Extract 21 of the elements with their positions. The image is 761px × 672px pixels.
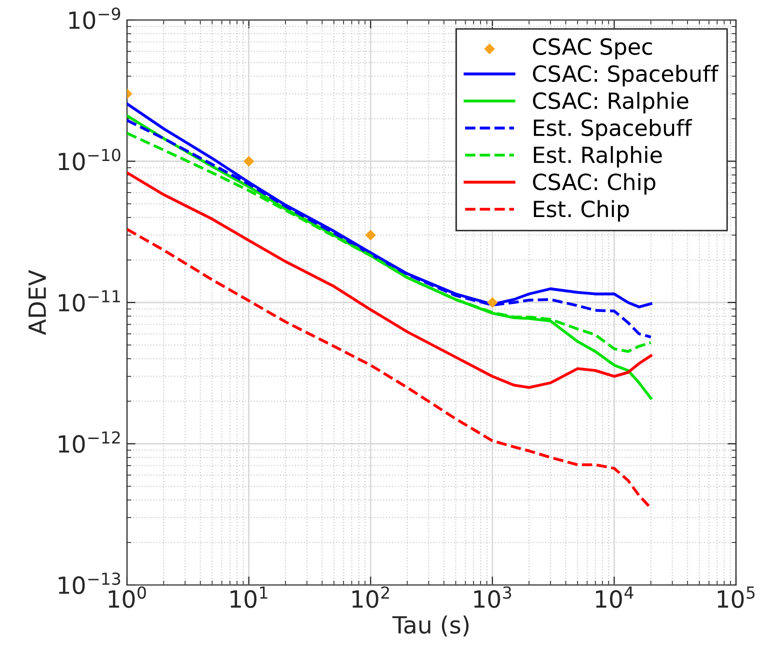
legend-label: CSAC: Spacebuff	[532, 64, 719, 86]
x-tick-label: 10$^{3}$	[474, 586, 512, 608]
point	[243, 156, 254, 167]
legend-label: CSAC: Chip	[532, 173, 656, 195]
y-tick-label: 10$^{−11}$	[58, 290, 120, 312]
x-axis-title: Tau (s)	[392, 616, 469, 637]
x-tick-label: 10$^{4}$	[596, 586, 634, 608]
x-tick-label: 10$^{1}$	[230, 586, 268, 608]
legend-label: CSAC: Ralphie	[532, 92, 688, 114]
legend-label: Est. Chip	[534, 200, 629, 222]
x-tick-label: 10$^{5}$	[718, 586, 755, 608]
x-tick-label: 10$^{2}$	[352, 586, 389, 608]
legend-label: CSAC Spec	[532, 38, 652, 60]
legend-label: Est. Ralphie	[534, 146, 662, 168]
y-tick-label: 10$^{−10}$	[58, 148, 120, 170]
point	[365, 230, 376, 240]
legend-label: Est. Spacebuff	[534, 118, 692, 140]
y-tick-label: 10$^{−12}$	[58, 431, 120, 453]
y-axis-title: ADEV	[28, 270, 46, 336]
point	[487, 297, 498, 308]
y-tick-label: 10$^{−9}$	[69, 7, 120, 30]
